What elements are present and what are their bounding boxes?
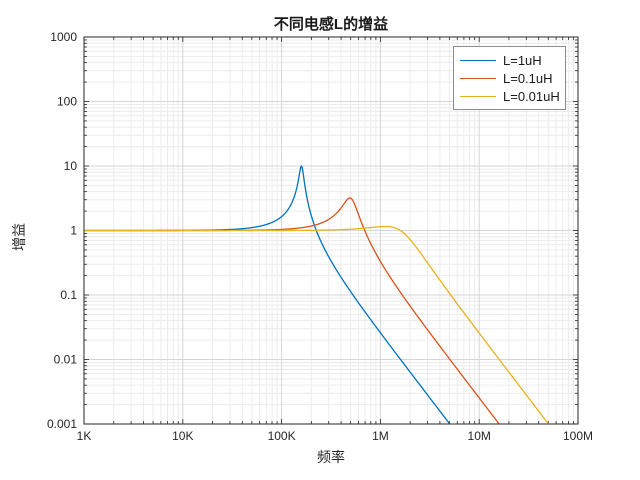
x-tick-label: 100M [563, 429, 593, 443]
legend-item-label: L=1uH [503, 52, 542, 68]
axes-box [83, 36, 579, 425]
x-tick-label: 10M [468, 429, 491, 443]
legend-line-sample [460, 95, 496, 97]
legend-item-1: L=0.1uH [460, 69, 559, 87]
x-tick-label: 100K [268, 429, 296, 443]
y-tick-label: 1000 [50, 30, 77, 44]
series-line-L=0.01uH [84, 225, 550, 424]
legend-item-2: L=0.01uH [460, 87, 560, 105]
y-tick-label: 1 [70, 224, 77, 238]
y-tick-label: 10 [64, 159, 78, 173]
chart-title: 不同电感L的增益 [273, 16, 389, 33]
legend: L=1uH L=0.1uH L=0.01uH [453, 46, 566, 110]
x-tick-labels: 1K 10K 100K 1M 10M 100M [77, 429, 593, 443]
legend-item-0: L=1uH [460, 51, 559, 69]
x-tick-label: 1K [77, 429, 92, 443]
y-tick-label: 100 [57, 95, 77, 109]
legend-line-sample [460, 77, 496, 79]
x-tick-label: 1M [372, 429, 389, 443]
series-group [84, 165, 550, 424]
y-tick-label: 0.1 [60, 288, 77, 302]
y-tick-label: 0.001 [47, 417, 77, 431]
x-tick-label: 10K [172, 429, 193, 443]
legend-item-label: L=0.1uH [503, 70, 553, 86]
legend-line-sample [460, 59, 496, 61]
y-tick-label: 0.01 [54, 353, 78, 367]
x-axis-label: 频率 [317, 449, 345, 465]
legend-item-label: L=0.01uH [503, 88, 560, 104]
y-tick-labels: 1000 100 10 1 0.1 0.01 0.001 [47, 30, 77, 431]
